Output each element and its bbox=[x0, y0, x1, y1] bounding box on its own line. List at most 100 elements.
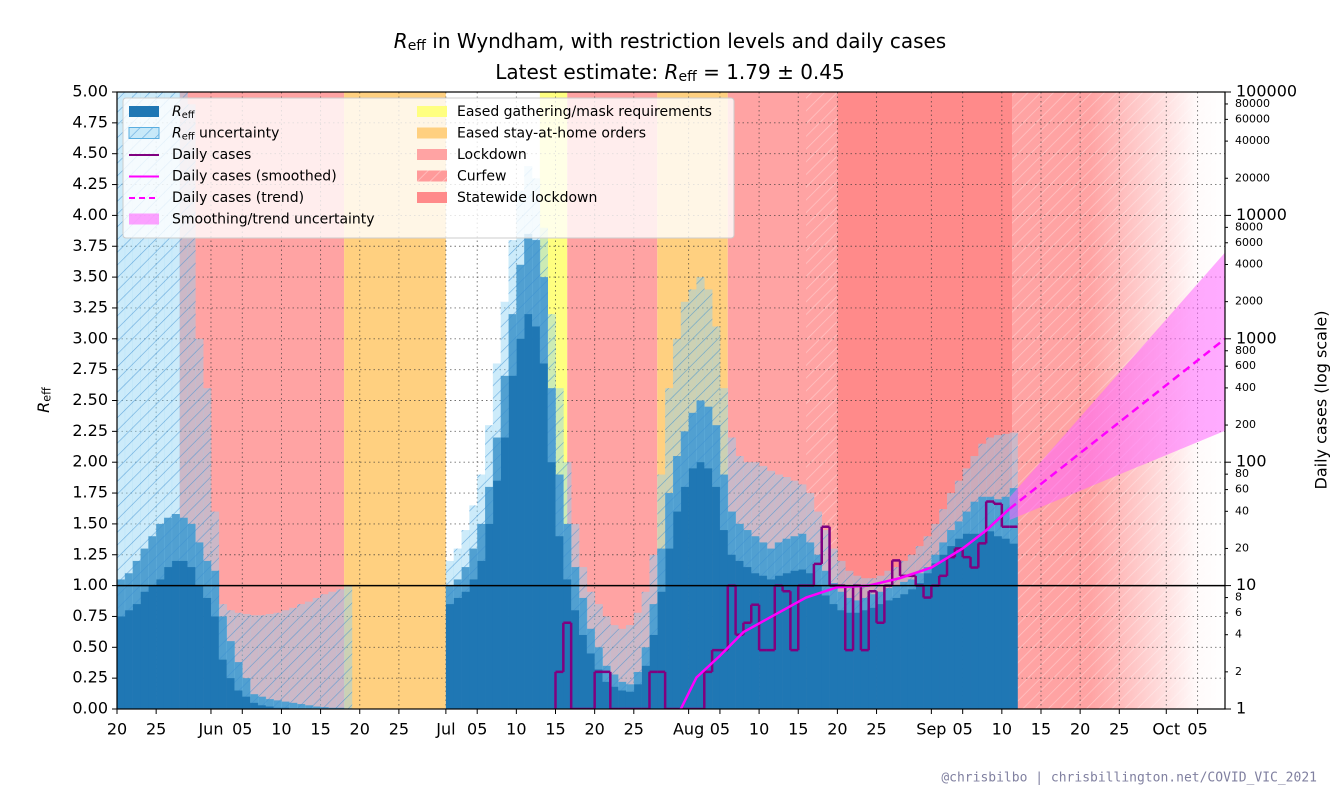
reff-bar bbox=[555, 474, 564, 709]
reff-uncertainty bbox=[829, 548, 838, 605]
chart-subtitle: Latest estimate: Reff = 1.79 ± 0.45 bbox=[495, 60, 844, 86]
reff-bar bbox=[766, 548, 776, 709]
reff-uncertainty bbox=[672, 338, 682, 512]
reff-bar bbox=[672, 456, 682, 709]
y2-minor-tick-label: 2 bbox=[1235, 665, 1242, 678]
y2-minor-tick-label: 4 bbox=[1235, 628, 1242, 641]
y-tick-label: 0.50 bbox=[72, 637, 108, 656]
reff-bar bbox=[649, 604, 658, 709]
y-axis-label: Reff bbox=[34, 387, 54, 413]
reff-uncertainty bbox=[485, 425, 494, 524]
reff-uncertainty bbox=[297, 604, 306, 709]
y2-minor-tick-label: 60000 bbox=[1235, 112, 1270, 125]
reff-uncertainty bbox=[547, 314, 556, 463]
reff-bar bbox=[1001, 496, 1010, 709]
reff-uncertainty bbox=[735, 456, 744, 561]
case-line bbox=[1008, 337, 1225, 510]
x-tick-label: 25 bbox=[389, 720, 409, 739]
reff-bar bbox=[813, 554, 823, 709]
y-tick-label: 2.50 bbox=[72, 390, 108, 409]
legend-box bbox=[122, 97, 735, 239]
reff-uncertainty bbox=[641, 591, 650, 666]
reff-bar bbox=[179, 517, 188, 709]
reff-bar bbox=[798, 533, 807, 709]
x-tick-label: 25 bbox=[1109, 720, 1129, 739]
reff-bar bbox=[759, 542, 768, 709]
y2-minor-tick-label: 20 bbox=[1235, 541, 1249, 554]
reff-uncertainty bbox=[500, 301, 509, 438]
reff-uncertainty bbox=[719, 388, 729, 531]
reff-bar bbox=[954, 521, 963, 709]
text-part: R bbox=[665, 60, 679, 84]
reff-bar bbox=[641, 647, 650, 709]
reff-bar bbox=[923, 567, 932, 709]
reff-uncertainty bbox=[195, 338, 204, 586]
reff-uncertainty bbox=[665, 388, 674, 549]
reff-bar bbox=[837, 591, 846, 709]
reff-bar bbox=[688, 412, 697, 709]
y2-minor-tick-label: 60 bbox=[1235, 483, 1249, 496]
reff-uncertainty bbox=[304, 601, 314, 709]
reff-bar bbox=[500, 375, 509, 709]
y2-tick-label: 1 bbox=[1236, 699, 1246, 718]
reff-uncertainty bbox=[461, 530, 470, 592]
reff-bar bbox=[907, 579, 916, 709]
reff-bar bbox=[171, 514, 180, 709]
reff-uncertainty bbox=[336, 589, 345, 709]
reff-bar bbox=[939, 542, 948, 709]
reff-uncertainty bbox=[453, 548, 462, 598]
reff-bar bbox=[124, 573, 133, 709]
legend-label: Daily cases (trend) bbox=[172, 190, 304, 206]
reff-uncertainty bbox=[876, 575, 885, 605]
reff-uncertainty bbox=[492, 363, 501, 481]
text-part: in Wyndham, with restriction levels and … bbox=[426, 29, 946, 53]
y2-minor-tick-label: 40 bbox=[1235, 504, 1249, 517]
reff-uncertainty bbox=[892, 567, 901, 598]
reff-bar bbox=[853, 600, 862, 709]
reff-uncertainty bbox=[242, 613, 251, 697]
reff-uncertainty bbox=[210, 511, 220, 617]
reff-uncertainty bbox=[1009, 432, 1018, 544]
reff-bar bbox=[806, 542, 815, 709]
reff-bar bbox=[140, 548, 149, 709]
reff-bar bbox=[892, 585, 901, 709]
y-tick-label: 3.25 bbox=[72, 297, 108, 316]
text-part: R bbox=[172, 104, 182, 120]
text-part: uncertainty bbox=[195, 126, 280, 142]
legend-swatch bbox=[129, 106, 159, 117]
reff-bar bbox=[704, 406, 713, 709]
reff-uncertainty bbox=[821, 530, 830, 596]
reff-bar bbox=[782, 538, 791, 709]
reff-bar bbox=[712, 425, 721, 709]
reff-bar bbox=[445, 585, 455, 709]
y-tick-label: 2.75 bbox=[72, 359, 108, 378]
reff-uncertainty bbox=[289, 607, 298, 709]
x-tick-label: 15 bbox=[1031, 720, 1051, 739]
reff-uncertainty bbox=[712, 326, 721, 487]
reff-uncertainty bbox=[766, 470, 776, 580]
reff-bar bbox=[978, 496, 987, 709]
reff-bar bbox=[148, 536, 157, 709]
text-part: R bbox=[394, 29, 408, 53]
reff-bar bbox=[132, 560, 141, 709]
y2-minor-tick-label: 400 bbox=[1235, 381, 1256, 394]
text-part: eff bbox=[40, 387, 53, 402]
reff-uncertainty bbox=[657, 474, 666, 592]
reff-bar bbox=[665, 493, 674, 709]
legend-swatch bbox=[129, 213, 159, 225]
reff-uncertainty bbox=[625, 625, 635, 692]
reff-bar bbox=[195, 542, 204, 709]
reff-bar bbox=[117, 579, 126, 709]
reff-uncertainty bbox=[344, 585, 353, 709]
reff-uncertainty bbox=[994, 435, 1003, 537]
reff-bar bbox=[492, 437, 501, 709]
x-tick-label: Jul bbox=[435, 720, 455, 739]
y2-minor-tick-label: 600 bbox=[1235, 359, 1256, 372]
reff-uncertainty bbox=[328, 591, 337, 709]
reff-uncertainty bbox=[586, 591, 595, 654]
legend-label: Eased gathering/mask requirements bbox=[457, 104, 712, 120]
text-part: eff bbox=[408, 38, 427, 54]
reff-bar bbox=[994, 499, 1003, 709]
x-tick-label: 05 bbox=[467, 720, 487, 739]
